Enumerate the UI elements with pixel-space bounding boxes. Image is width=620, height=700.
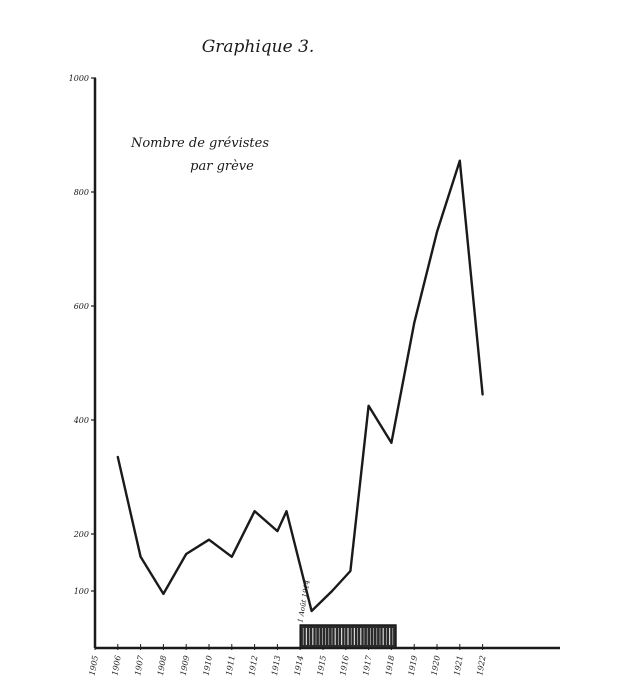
x-tick-label: 1910 <box>202 655 214 677</box>
chart-annotation-line-1: Nombre de grévistes <box>130 136 269 151</box>
x-tick-label: 1912 <box>247 655 259 677</box>
plot-area: 100 200 400 600 800 1000 1905 1906 1907 1908 1909 1… <box>69 74 560 676</box>
x-tick-label: 1921 <box>452 655 464 677</box>
x-tick-label: 1908 <box>156 655 168 677</box>
x-tick-label: 1909 <box>179 655 191 677</box>
x-tick-label: 1907 <box>133 654 146 677</box>
x-tick-label: 1915 <box>316 655 328 677</box>
chart-annotation-line-2: par grève <box>190 159 254 174</box>
x-tick-label: 1913 <box>270 655 282 677</box>
y-tick-label: 600 <box>74 302 89 311</box>
y-tick-label: 200 <box>73 530 89 539</box>
series-line <box>116 159 484 613</box>
y-tick-label: 100 <box>74 587 89 596</box>
x-tick-label: 1911 <box>224 655 236 677</box>
x-tick-label: 1919 <box>407 655 419 677</box>
x-tick-label: 1920 <box>430 655 442 677</box>
x-tick-label: 1906 <box>110 655 122 677</box>
x-tick-label: 1922 <box>475 655 487 677</box>
x-tick-label: 1905 <box>88 655 100 677</box>
x-tick-label: 1917 <box>361 654 374 677</box>
y-tick-label: 800 <box>74 188 89 197</box>
chart-title: Graphique 3. <box>202 37 315 57</box>
x-tick-label: 1914 <box>293 655 305 677</box>
x-tick-label: 1918 <box>384 655 396 677</box>
y-tick-label: 1000 <box>69 74 89 83</box>
y-tick-label: 400 <box>73 416 89 425</box>
x-tick-label: 1916 <box>338 655 350 677</box>
